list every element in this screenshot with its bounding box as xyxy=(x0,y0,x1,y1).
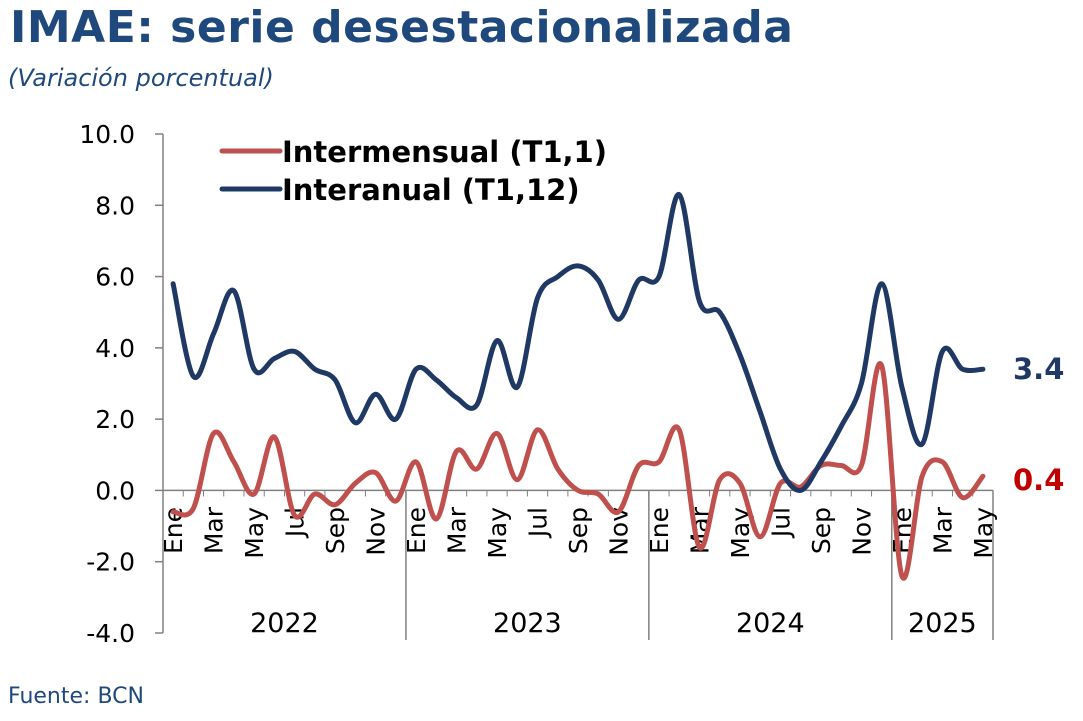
year-label: 2022 xyxy=(250,608,319,639)
year-label: 2023 xyxy=(493,608,562,639)
end-label-interanual: 3.4 xyxy=(1013,352,1064,386)
month-label: May xyxy=(483,507,512,559)
chart-title: IMAE: serie desestacionalizada xyxy=(10,2,794,53)
year-label: 2024 xyxy=(736,608,805,639)
y-tick-label: -2.0 xyxy=(86,548,135,577)
end-label-intermensual: 0.4 xyxy=(1013,463,1064,497)
y-tick-label: 8.0 xyxy=(95,191,135,220)
month-label: Nov xyxy=(847,507,876,556)
month-label: Ene xyxy=(402,507,431,554)
year-label: 2025 xyxy=(908,608,977,639)
chart-subtitle: (Variación porcentual) xyxy=(8,64,274,92)
y-tick-label: 4.0 xyxy=(95,334,135,363)
y-tick-label: 10.0 xyxy=(79,120,135,149)
legend-label-interanual: Interanual (T1,12) xyxy=(282,173,580,207)
month-label: Nov xyxy=(362,507,391,556)
month-label: Nov xyxy=(604,507,633,556)
month-label: Mar xyxy=(443,506,472,554)
y-tick-label: 6.0 xyxy=(95,263,135,292)
y-tick-label: -4.0 xyxy=(86,619,135,648)
month-label: Mar xyxy=(928,506,957,554)
month-label: Ene xyxy=(645,507,674,554)
month-label: May xyxy=(969,507,998,559)
source-note: Fuente: BCN xyxy=(8,684,144,709)
y-tick-label: 2.0 xyxy=(95,405,135,434)
month-label: May xyxy=(240,507,269,559)
month-label: Jul xyxy=(524,507,553,539)
legend-label-intermensual: Intermensual (T1,1) xyxy=(282,135,607,169)
y-tick-label: 0.0 xyxy=(95,476,135,505)
series-line-interanual xyxy=(170,192,986,493)
month-label: Sep xyxy=(807,507,836,554)
series-line-intermensual xyxy=(170,360,986,581)
month-label: Sep xyxy=(321,507,350,554)
month-label: Sep xyxy=(564,507,593,554)
month-label: Mar xyxy=(200,506,229,554)
